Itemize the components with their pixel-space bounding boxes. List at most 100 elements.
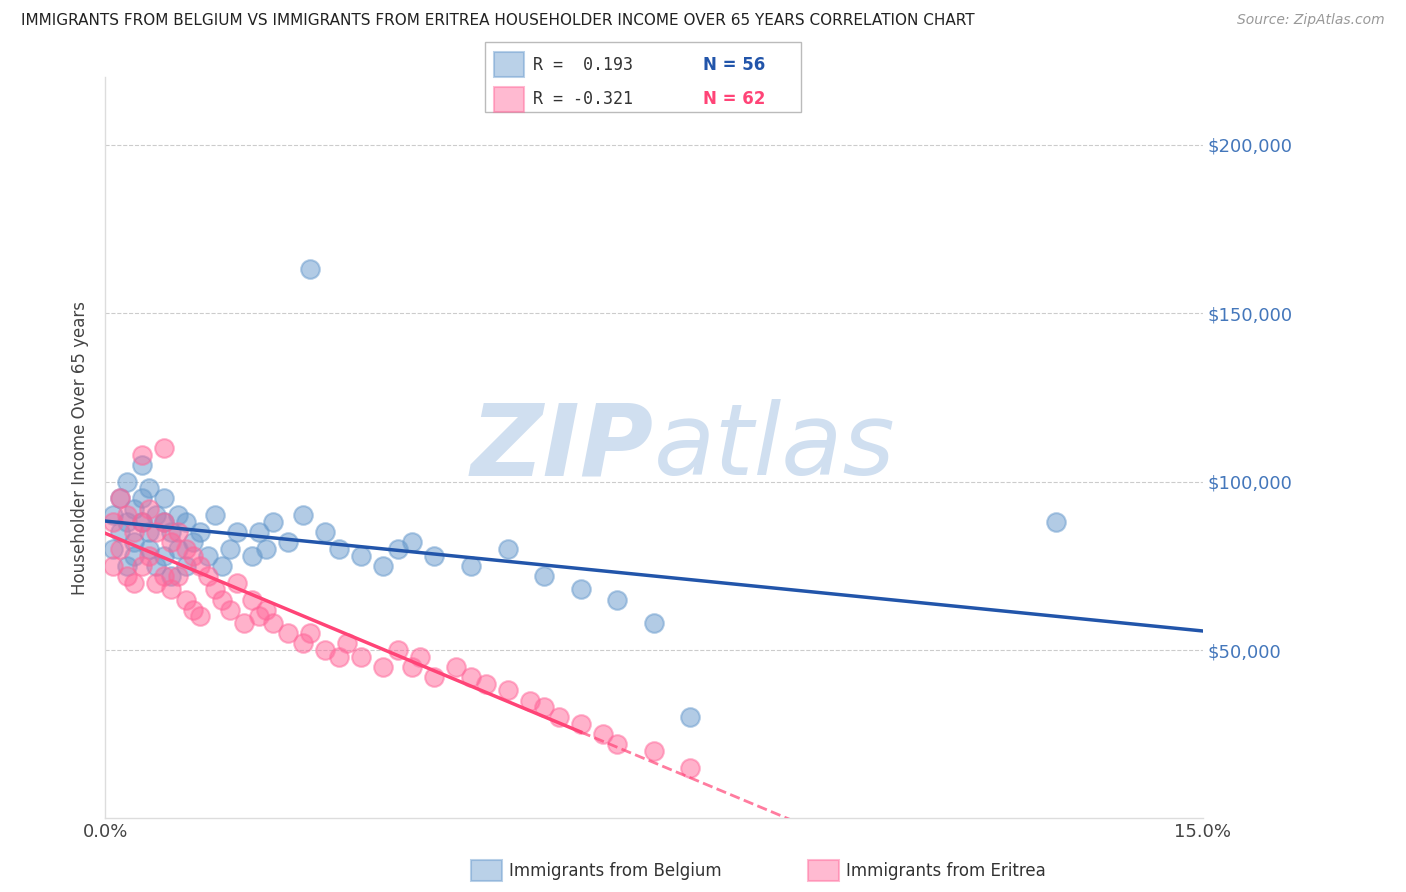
Point	[160, 569, 183, 583]
Point	[152, 549, 174, 563]
Point	[138, 501, 160, 516]
Point	[240, 549, 263, 563]
Point	[547, 710, 569, 724]
Point	[569, 582, 592, 597]
Y-axis label: Householder Income Over 65 years: Householder Income Over 65 years	[72, 301, 89, 595]
Point	[174, 592, 197, 607]
Point	[679, 710, 702, 724]
Point	[277, 535, 299, 549]
Point	[188, 525, 211, 540]
Point	[131, 491, 153, 506]
Point	[181, 535, 204, 549]
Text: N = 56: N = 56	[703, 55, 765, 73]
Point	[263, 515, 285, 529]
Point	[167, 525, 190, 540]
Point	[460, 558, 482, 573]
Point	[138, 541, 160, 556]
Point	[138, 481, 160, 495]
Point	[254, 602, 277, 616]
Point	[145, 525, 167, 540]
Point	[145, 508, 167, 523]
Point	[373, 660, 395, 674]
Point	[181, 549, 204, 563]
Point	[211, 592, 233, 607]
Point	[533, 700, 555, 714]
Point	[152, 569, 174, 583]
Point	[496, 683, 519, 698]
Point	[124, 535, 146, 549]
Point	[152, 515, 174, 529]
Point	[204, 508, 226, 523]
Point	[474, 677, 496, 691]
Point	[108, 491, 131, 506]
Point	[188, 558, 211, 573]
Point	[167, 541, 190, 556]
Point	[643, 744, 665, 758]
Point	[254, 541, 277, 556]
Point	[131, 558, 153, 573]
Text: N = 62: N = 62	[703, 90, 765, 108]
Point	[225, 575, 247, 590]
Point	[569, 717, 592, 731]
Point	[174, 541, 197, 556]
Point	[115, 508, 138, 523]
Point	[138, 525, 160, 540]
Text: Immigrants from Eritrea: Immigrants from Eritrea	[846, 862, 1046, 880]
Point	[131, 448, 153, 462]
Point	[145, 575, 167, 590]
Point	[533, 569, 555, 583]
Point	[167, 569, 190, 583]
Point	[101, 515, 124, 529]
Text: R =  0.193: R = 0.193	[533, 55, 633, 73]
Point	[181, 602, 204, 616]
Point	[124, 575, 146, 590]
Point	[160, 525, 183, 540]
Point	[174, 558, 197, 573]
Point	[387, 541, 409, 556]
Point	[1045, 515, 1067, 529]
Point	[218, 541, 240, 556]
Point	[336, 636, 359, 650]
Point	[496, 541, 519, 556]
Point	[299, 626, 322, 640]
Point	[101, 541, 124, 556]
Point	[211, 558, 233, 573]
Text: R = -0.321: R = -0.321	[533, 90, 633, 108]
Point	[409, 649, 432, 664]
Point	[108, 541, 131, 556]
Point	[115, 558, 138, 573]
Point	[446, 660, 468, 674]
Point	[460, 670, 482, 684]
Point	[606, 737, 628, 751]
Point	[291, 508, 314, 523]
Text: Immigrants from Belgium: Immigrants from Belgium	[509, 862, 721, 880]
Point	[401, 535, 423, 549]
Point	[197, 569, 219, 583]
Point	[643, 616, 665, 631]
Point	[263, 616, 285, 631]
Point	[124, 525, 146, 540]
Point	[115, 515, 138, 529]
Point	[152, 441, 174, 455]
Point	[606, 592, 628, 607]
Point	[115, 475, 138, 489]
Point	[115, 569, 138, 583]
Point	[131, 515, 153, 529]
Point	[240, 592, 263, 607]
Point	[131, 458, 153, 472]
Point	[299, 262, 322, 277]
Point	[108, 491, 131, 506]
Point	[328, 649, 350, 664]
Text: ZIP: ZIP	[471, 400, 654, 497]
Point	[277, 626, 299, 640]
Point	[131, 515, 153, 529]
Point	[218, 602, 240, 616]
Point	[423, 670, 446, 684]
Point	[373, 558, 395, 573]
Point	[225, 525, 247, 540]
Point	[108, 525, 131, 540]
Point	[233, 616, 256, 631]
Point	[197, 549, 219, 563]
Point	[291, 636, 314, 650]
Point	[679, 761, 702, 775]
